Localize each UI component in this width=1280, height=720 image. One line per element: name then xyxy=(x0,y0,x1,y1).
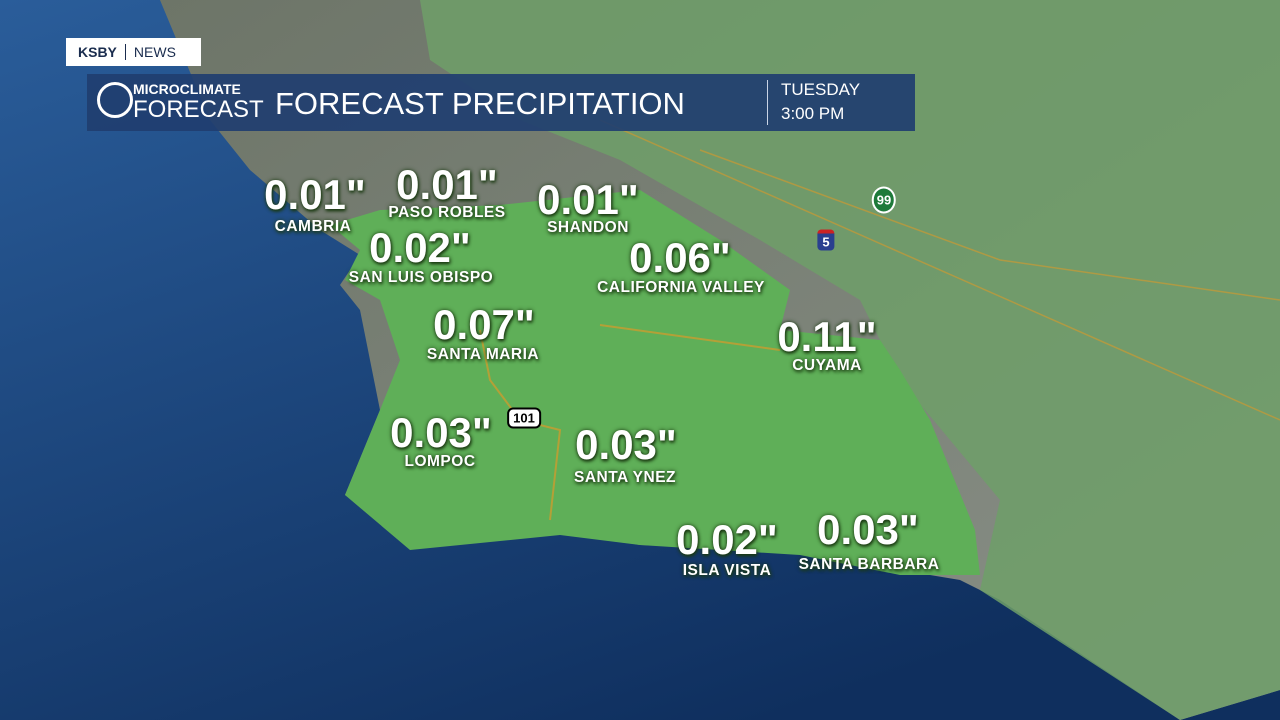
location-name: PASO ROBLES xyxy=(388,204,506,221)
location-name: ISLA VISTA xyxy=(682,562,772,579)
location-name: CAMBRIA xyxy=(274,218,352,235)
title: FORECAST PRECIPITATION xyxy=(275,86,685,121)
logo-top: MICROCLIMATE xyxy=(133,81,241,97)
precip-amount: 0.02" xyxy=(369,224,471,271)
precip-amount: 0.07" xyxy=(433,301,535,348)
precip-amount: 0.01" xyxy=(396,161,498,208)
location-name: SAN LUIS OBISPO xyxy=(348,269,494,286)
logo-bottom: FORECAST xyxy=(133,96,264,123)
precip-amount: 0.01" xyxy=(264,171,366,218)
precip-amount: 0.11" xyxy=(777,313,877,360)
location-name: SANTA YNEZ xyxy=(573,469,677,486)
brand: KSBY xyxy=(78,44,117,60)
precip-amount: 0.03" xyxy=(817,506,919,553)
location-name: CUYAMA xyxy=(792,357,862,374)
location-name: SANTA MARIA xyxy=(426,346,540,363)
precip-amount: 0.03" xyxy=(575,421,677,468)
divider xyxy=(767,80,768,125)
location-name: SHANDON xyxy=(547,219,629,236)
time: 3:00 PM xyxy=(781,104,845,123)
brand-tag: KSBY NEWS xyxy=(66,38,201,66)
precip-amount: 0.06" xyxy=(629,234,731,281)
road-shield: 99 xyxy=(871,186,897,214)
precip-amount: 0.02" xyxy=(676,516,778,563)
location-name: LOMPOC xyxy=(404,453,476,470)
location-name: SANTA BARBARA xyxy=(798,556,940,573)
road-shield: 101 xyxy=(507,407,541,429)
location-name: CALIFORNIA VALLEY xyxy=(597,279,765,296)
logo-icon xyxy=(97,82,133,118)
title-bar: MICROCLIMATE FORECAST FORECAST PRECIPITA… xyxy=(87,74,915,131)
day: TUESDAY xyxy=(781,80,861,99)
precip-amount: 0.01" xyxy=(537,176,639,223)
precip-amount: 0.03" xyxy=(390,409,492,456)
brand-section: NEWS xyxy=(124,44,176,60)
road-shield: 5 xyxy=(817,229,835,251)
